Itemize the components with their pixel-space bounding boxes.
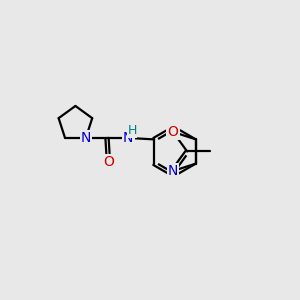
Text: H: H [127,124,137,137]
Text: O: O [103,155,114,169]
Text: N: N [168,164,178,178]
Text: O: O [167,125,178,139]
Text: N: N [81,131,91,145]
Text: N: N [123,131,134,145]
